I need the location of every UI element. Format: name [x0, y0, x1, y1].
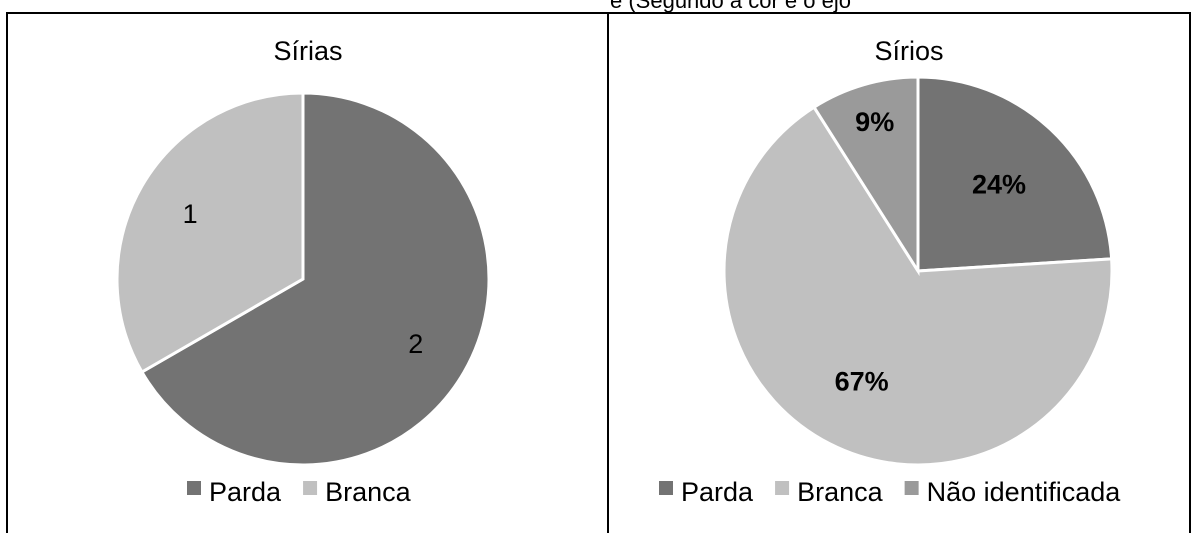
legend-swatch [659, 481, 673, 495]
legend: Parda Branca Não identificada [659, 477, 1121, 507]
legend-label: Não identificada [927, 477, 1122, 507]
data-label-branca: 67% [835, 367, 889, 397]
chart-title: Sírias [273, 36, 342, 66]
data-labels: 21 [183, 199, 424, 359]
pie-slice-branca [115, 91, 305, 375]
data-label-branca: 1 [183, 199, 198, 229]
slices [722, 75, 1114, 467]
data-label-parda: 24% [972, 170, 1026, 200]
legend: Parda Branca [187, 477, 412, 507]
legend-item-parda: Parda [659, 477, 754, 507]
data-label-nao-identificada: 9% [855, 107, 894, 137]
legend-item-parda: Parda [187, 477, 282, 507]
slices [115, 91, 491, 467]
legend-label: Parda [681, 477, 754, 507]
legend-label: Parda [209, 477, 282, 507]
cropped-heading-text: e (Segundo a cor e o ejo [610, 0, 851, 12]
pie-chart-sirios: Sírios 24% 67% 9% Parda Branca Não identific… [659, 36, 1121, 507]
pie-slice-nao-identificada [811, 75, 920, 277]
chart-title: Sírios [874, 36, 943, 66]
legend-swatch [904, 481, 919, 495]
cropped-heading: e (Segundo a cor e o ejo [0, 0, 1198, 12]
data-label-parda: 2 [408, 329, 423, 359]
pie-slice-parda [916, 75, 1114, 273]
legend-item-nao-identificada: Não identificada [904, 477, 1122, 507]
legend-label: Branca [325, 477, 412, 507]
chart-panel-sirios: Sírios 24% 67% 9% Parda Branca Não identific… [607, 12, 1191, 533]
data-labels: 24% 67% 9% [835, 107, 1026, 397]
legend-item-branca: Branca [303, 477, 412, 507]
legend-label: Branca [797, 477, 884, 507]
legend-swatch [187, 481, 201, 495]
legend-swatch [775, 481, 790, 495]
legend-item-branca: Branca [775, 477, 884, 507]
pie-slice-parda [139, 91, 491, 467]
legend-swatch [303, 481, 318, 495]
pie-chart-sirias: Sírias 21 Parda Branca [115, 36, 491, 507]
pie-slice-branca [722, 105, 1114, 467]
